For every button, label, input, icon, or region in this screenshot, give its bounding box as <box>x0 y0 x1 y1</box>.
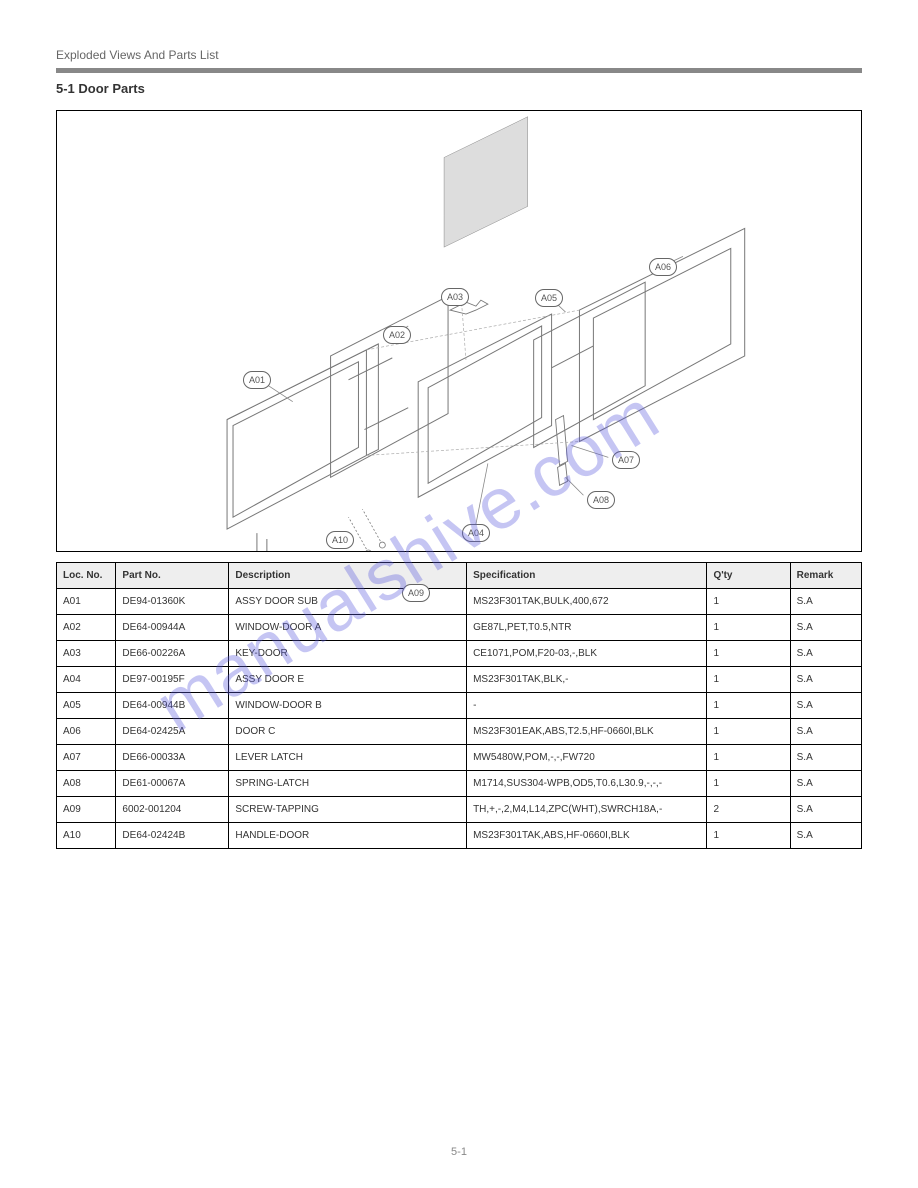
cell-loc: A03 <box>57 641 116 667</box>
cell-qty: 1 <box>707 771 790 797</box>
callout-label: A05 <box>535 289 563 307</box>
chapter-label: Exploded Views And Parts List <box>56 48 862 62</box>
cell-qty: 1 <box>707 667 790 693</box>
cell-qty: 1 <box>707 615 790 641</box>
cell-part: DE64-00944A <box>116 615 229 641</box>
cell-qty: 1 <box>707 719 790 745</box>
cell-qty: 1 <box>707 745 790 771</box>
cell-part: DE64-00944B <box>116 693 229 719</box>
cell-remark: S.A <box>790 615 861 641</box>
cell-remark: S.A <box>790 797 861 823</box>
table-row: A09 6002-001204 SCREW-TAPPING TH,+,-,2,M… <box>57 797 862 823</box>
cell-spec: MS23F301EAK,ABS,T2.5,HF-0660I,BLK <box>467 719 707 745</box>
cell-qty: 1 <box>707 693 790 719</box>
callout-label: A01 <box>243 371 271 389</box>
col-header: Loc. No. <box>57 563 116 589</box>
cell-desc: SCREW-TAPPING <box>229 797 467 823</box>
cell-desc: SPRING-LATCH <box>229 771 467 797</box>
callout-label: A09 <box>402 584 430 602</box>
cell-spec: TH,+,-,2,M4,L14,ZPC(WHT),SWRCH18A,- <box>467 797 707 823</box>
cell-loc: A10 <box>57 823 116 849</box>
col-header: Part No. <box>116 563 229 589</box>
table-row: A01 DE94-01360K ASSY DOOR SUB MS23F301TA… <box>57 589 862 615</box>
cell-desc: WINDOW-DOOR A <box>229 615 467 641</box>
cell-loc: A04 <box>57 667 116 693</box>
diagram-svg <box>57 111 861 551</box>
cell-remark: S.A <box>790 745 861 771</box>
cell-part: DE66-00226A <box>116 641 229 667</box>
callout-label: A07 <box>612 451 640 469</box>
table-row: A04 DE97-00195F ASSY DOOR E MS23F301TAK,… <box>57 667 862 693</box>
cell-spec: MS23F301TAK,BULK,400,672 <box>467 589 707 615</box>
cell-remark: S.A <box>790 823 861 849</box>
table-row: A10 DE64-02424B HANDLE-DOOR MS23F301TAK,… <box>57 823 862 849</box>
callout-label: A10 <box>326 531 354 549</box>
table-header-row: Loc. No. Part No. Description Specificat… <box>57 563 862 589</box>
table-row: A03 DE66-00226A KEY-DOOR CE1071,POM,F20-… <box>57 641 862 667</box>
table-row: A07 DE66-00033A LEVER LATCH MW5480W,POM,… <box>57 745 862 771</box>
cell-spec: CE1071,POM,F20-03,-,BLK <box>467 641 707 667</box>
cell-part: DE66-00033A <box>116 745 229 771</box>
cell-remark: S.A <box>790 641 861 667</box>
parts-table: Loc. No. Part No. Description Specificat… <box>56 562 862 849</box>
table-row: A05 DE64-00944B WINDOW-DOOR B - 1 S.A <box>57 693 862 719</box>
cell-remark: S.A <box>790 589 861 615</box>
table-row: A08 DE61-00067A SPRING-LATCH M1714,SUS30… <box>57 771 862 797</box>
section-title: 5-1 Door Parts <box>56 81 862 96</box>
cell-loc: A08 <box>57 771 116 797</box>
cell-part: DE64-02425A <box>116 719 229 745</box>
cell-qty: 2 <box>707 797 790 823</box>
cell-part: DE97-00195F <box>116 667 229 693</box>
callout-label: A03 <box>441 288 469 306</box>
cell-loc: A09 <box>57 797 116 823</box>
cell-loc: A02 <box>57 615 116 641</box>
cell-desc: HANDLE-DOOR <box>229 823 467 849</box>
page-header: Exploded Views And Parts List <box>56 48 862 73</box>
cell-part: DE61-00067A <box>116 771 229 797</box>
col-header: Description <box>229 563 467 589</box>
cell-qty: 1 <box>707 823 790 849</box>
cell-remark: S.A <box>790 667 861 693</box>
page-number: 5-1 <box>0 1146 918 1158</box>
cell-loc: A05 <box>57 693 116 719</box>
cell-part: DE64-02424B <box>116 823 229 849</box>
table-row: A06 DE64-02425A DOOR C MS23F301EAK,ABS,T… <box>57 719 862 745</box>
cell-desc: ASSY DOOR E <box>229 667 467 693</box>
cell-loc: A07 <box>57 745 116 771</box>
cell-loc: A01 <box>57 589 116 615</box>
cell-spec: MS23F301TAK,ABS,HF-0660I,BLK <box>467 823 707 849</box>
col-header: Remark <box>790 563 861 589</box>
exploded-view-diagram: A01 A02 A03 A04 A05 A06 A07 A08 A09 A10 <box>56 110 862 552</box>
col-header: Specification <box>467 563 707 589</box>
parts-table-body: A01 DE94-01360K ASSY DOOR SUB MS23F301TA… <box>57 589 862 849</box>
cell-loc: A06 <box>57 719 116 745</box>
cell-spec: MS23F301TAK,BLK,- <box>467 667 707 693</box>
cell-desc: DOOR C <box>229 719 467 745</box>
cell-spec: - <box>467 693 707 719</box>
callout-label: A02 <box>383 326 411 344</box>
cell-remark: S.A <box>790 693 861 719</box>
cell-spec: M1714,SUS304-WPB,OD5,T0.6,L30.9,-,-,- <box>467 771 707 797</box>
cell-part: 6002-001204 <box>116 797 229 823</box>
cell-spec: GE87L,PET,T0.5,NTR <box>467 615 707 641</box>
cell-part: DE94-01360K <box>116 589 229 615</box>
header-rule <box>56 68 862 73</box>
cell-remark: S.A <box>790 719 861 745</box>
cell-remark: S.A <box>790 771 861 797</box>
cell-desc: KEY-DOOR <box>229 641 467 667</box>
cell-spec: MW5480W,POM,-,-,FW720 <box>467 745 707 771</box>
cell-desc: WINDOW-DOOR B <box>229 693 467 719</box>
cell-qty: 1 <box>707 641 790 667</box>
callout-label: A04 <box>462 524 490 542</box>
table-row: A02 DE64-00944A WINDOW-DOOR A GE87L,PET,… <box>57 615 862 641</box>
callout-label: A06 <box>649 258 677 276</box>
cell-qty: 1 <box>707 589 790 615</box>
col-header: Q'ty <box>707 563 790 589</box>
callout-label: A08 <box>587 491 615 509</box>
cell-desc: ASSY DOOR SUB <box>229 589 467 615</box>
cell-desc: LEVER LATCH <box>229 745 467 771</box>
